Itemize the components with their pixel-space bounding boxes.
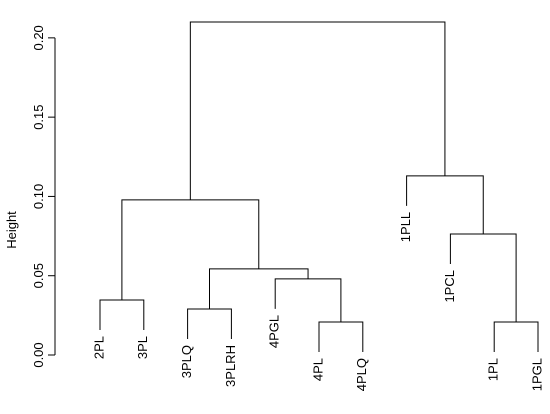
leaf-label: 1PGL bbox=[529, 358, 544, 391]
leaf-label: 1PL bbox=[486, 358, 501, 381]
merge-link bbox=[318, 321, 364, 353]
y-tick-label: 0.05 bbox=[31, 263, 46, 288]
leaf-label: 1PLL bbox=[398, 212, 413, 242]
merge-link bbox=[189, 21, 446, 200]
merge-link bbox=[121, 199, 260, 300]
merge-link bbox=[493, 321, 539, 353]
y-tick-label: 0.15 bbox=[31, 104, 46, 129]
y-tick-label: 0.00 bbox=[31, 342, 46, 367]
merge-link bbox=[209, 268, 309, 310]
merge-link bbox=[274, 278, 342, 323]
leaf-label: 4PLQ bbox=[354, 358, 369, 391]
y-tick-label: 0.10 bbox=[31, 184, 46, 209]
y-axis-label: Height bbox=[4, 211, 19, 249]
leaf-label: 4PGL bbox=[267, 315, 282, 348]
merge-link bbox=[406, 175, 484, 235]
leaf-label: 3PL bbox=[135, 336, 150, 359]
merge-link bbox=[187, 308, 232, 340]
leaf-label: 3PLRH bbox=[223, 345, 238, 387]
y-tick-label: 0.20 bbox=[31, 25, 46, 50]
leaf-label: 3PLQ bbox=[179, 345, 194, 378]
merge-link bbox=[449, 233, 517, 323]
leaf-label: 1PCL bbox=[442, 270, 457, 303]
merge-link bbox=[99, 299, 145, 330]
leaf-label: 4PL bbox=[310, 358, 325, 381]
leaf-label: 2PL bbox=[91, 336, 106, 359]
